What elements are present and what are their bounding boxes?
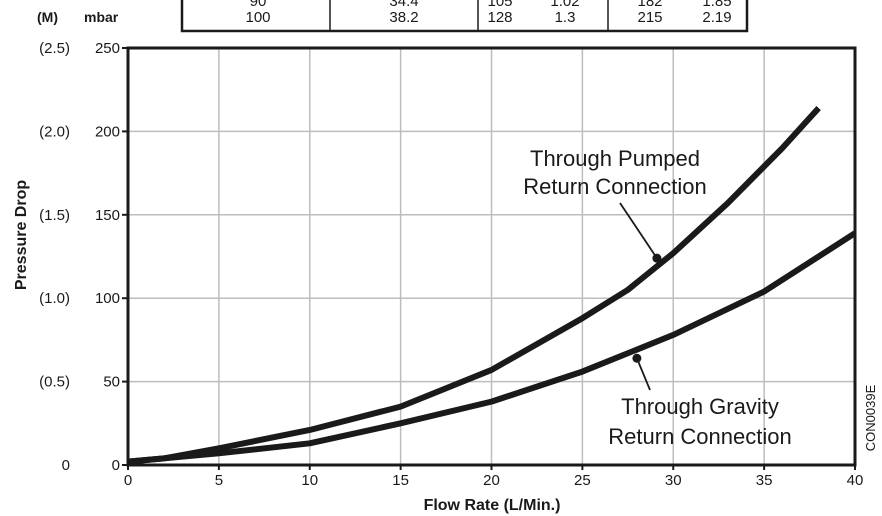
grid — [128, 48, 855, 465]
x-tick-label: 25 — [574, 472, 591, 489]
annotations: Through Pumped Return Connection Through G… — [523, 146, 791, 449]
table-cell: 100 — [245, 9, 270, 26]
figure-code: CON0039E — [863, 384, 878, 451]
y-tick-label-mbar: 0 — [112, 457, 120, 474]
y-tick-label-mbar: 50 — [103, 374, 120, 391]
y-tick-label-m: (2.0) — [39, 123, 70, 140]
table-cell: 1.85 — [702, 0, 731, 10]
x-tick-label: 20 — [483, 472, 500, 489]
table-cell: 2.19 — [702, 9, 731, 26]
table-cell: 1.02 — [550, 0, 579, 10]
data-table-fragment: 90 34.4 105 1.02 182 1.85 100 38.2 128 1.3 215 2.1… — [180, 0, 749, 33]
x-tick-label: 5 — [215, 472, 223, 489]
x-tick-label: 40 — [847, 472, 864, 489]
series-lines — [127, 106, 857, 465]
annotation-dot — [652, 253, 662, 263]
table-cell: 34.4 — [389, 0, 418, 10]
table-cell: 182 — [637, 0, 662, 10]
x-tick-label: 0 — [124, 472, 132, 489]
x-axis-label: Flow Rate (L/Min.) — [424, 497, 561, 514]
annotation-text: Through Pumped — [530, 146, 700, 171]
x-tick-label: 15 — [392, 472, 409, 489]
y-tick-label-mbar: 100 — [95, 290, 120, 307]
table-cell: 128 — [487, 9, 512, 26]
y-axis-label: Pressure Drop — [13, 180, 30, 290]
annotation-leader — [619, 202, 658, 259]
y-tick-label-mbar: 250 — [95, 40, 120, 57]
annotation-text: Through Gravity — [621, 394, 779, 419]
y-tick-label-m: (1.0) — [39, 290, 70, 307]
y-tick-label-m: (1.5) — [39, 207, 70, 224]
table-cell: 215 — [637, 9, 662, 26]
table-frame — [180, 0, 749, 33]
x-axis-ticks: 0 5 10 15 20 25 30 35 40 — [124, 465, 864, 489]
y-tick-label-mbar: 200 — [95, 123, 120, 140]
x-tick-label: 10 — [301, 472, 318, 489]
y-tick-label-m: (0.5) — [39, 374, 70, 391]
y-unit-primary: mbar — [84, 9, 119, 25]
table-cell: 38.2 — [389, 9, 418, 26]
series-line-pumped — [127, 106, 821, 465]
y-axis-ticks: 0 0 50 (0.5) 100 (1.0) 150 (1.5) 200 (2.0) 250 (2.5… — [39, 40, 128, 474]
x-tick-label: 30 — [665, 472, 682, 489]
x-tick-label: 35 — [756, 472, 773, 489]
y-unit-secondary: (M) — [37, 9, 58, 25]
table-cell: 105 — [487, 0, 512, 10]
table-cell: 1.3 — [555, 9, 576, 26]
table-partial-row: 90 34.4 105 1.02 182 1.85 — [250, 0, 732, 10]
table-cell: 90 — [250, 0, 267, 10]
annotation-text: Return Connection — [523, 174, 706, 199]
y-tick-label-mbar: 150 — [95, 207, 120, 224]
table-rows: 100 38.2 128 1.3 215 2.19 — [245, 9, 731, 26]
y-tick-label-m: 0 — [62, 457, 70, 474]
annotation-leader — [636, 357, 651, 391]
annotation-text: Return Connection — [608, 424, 791, 449]
annotation-dot — [632, 353, 642, 363]
y-tick-label-m: (2.5) — [39, 40, 70, 57]
series-line-gravity — [127, 230, 857, 465]
